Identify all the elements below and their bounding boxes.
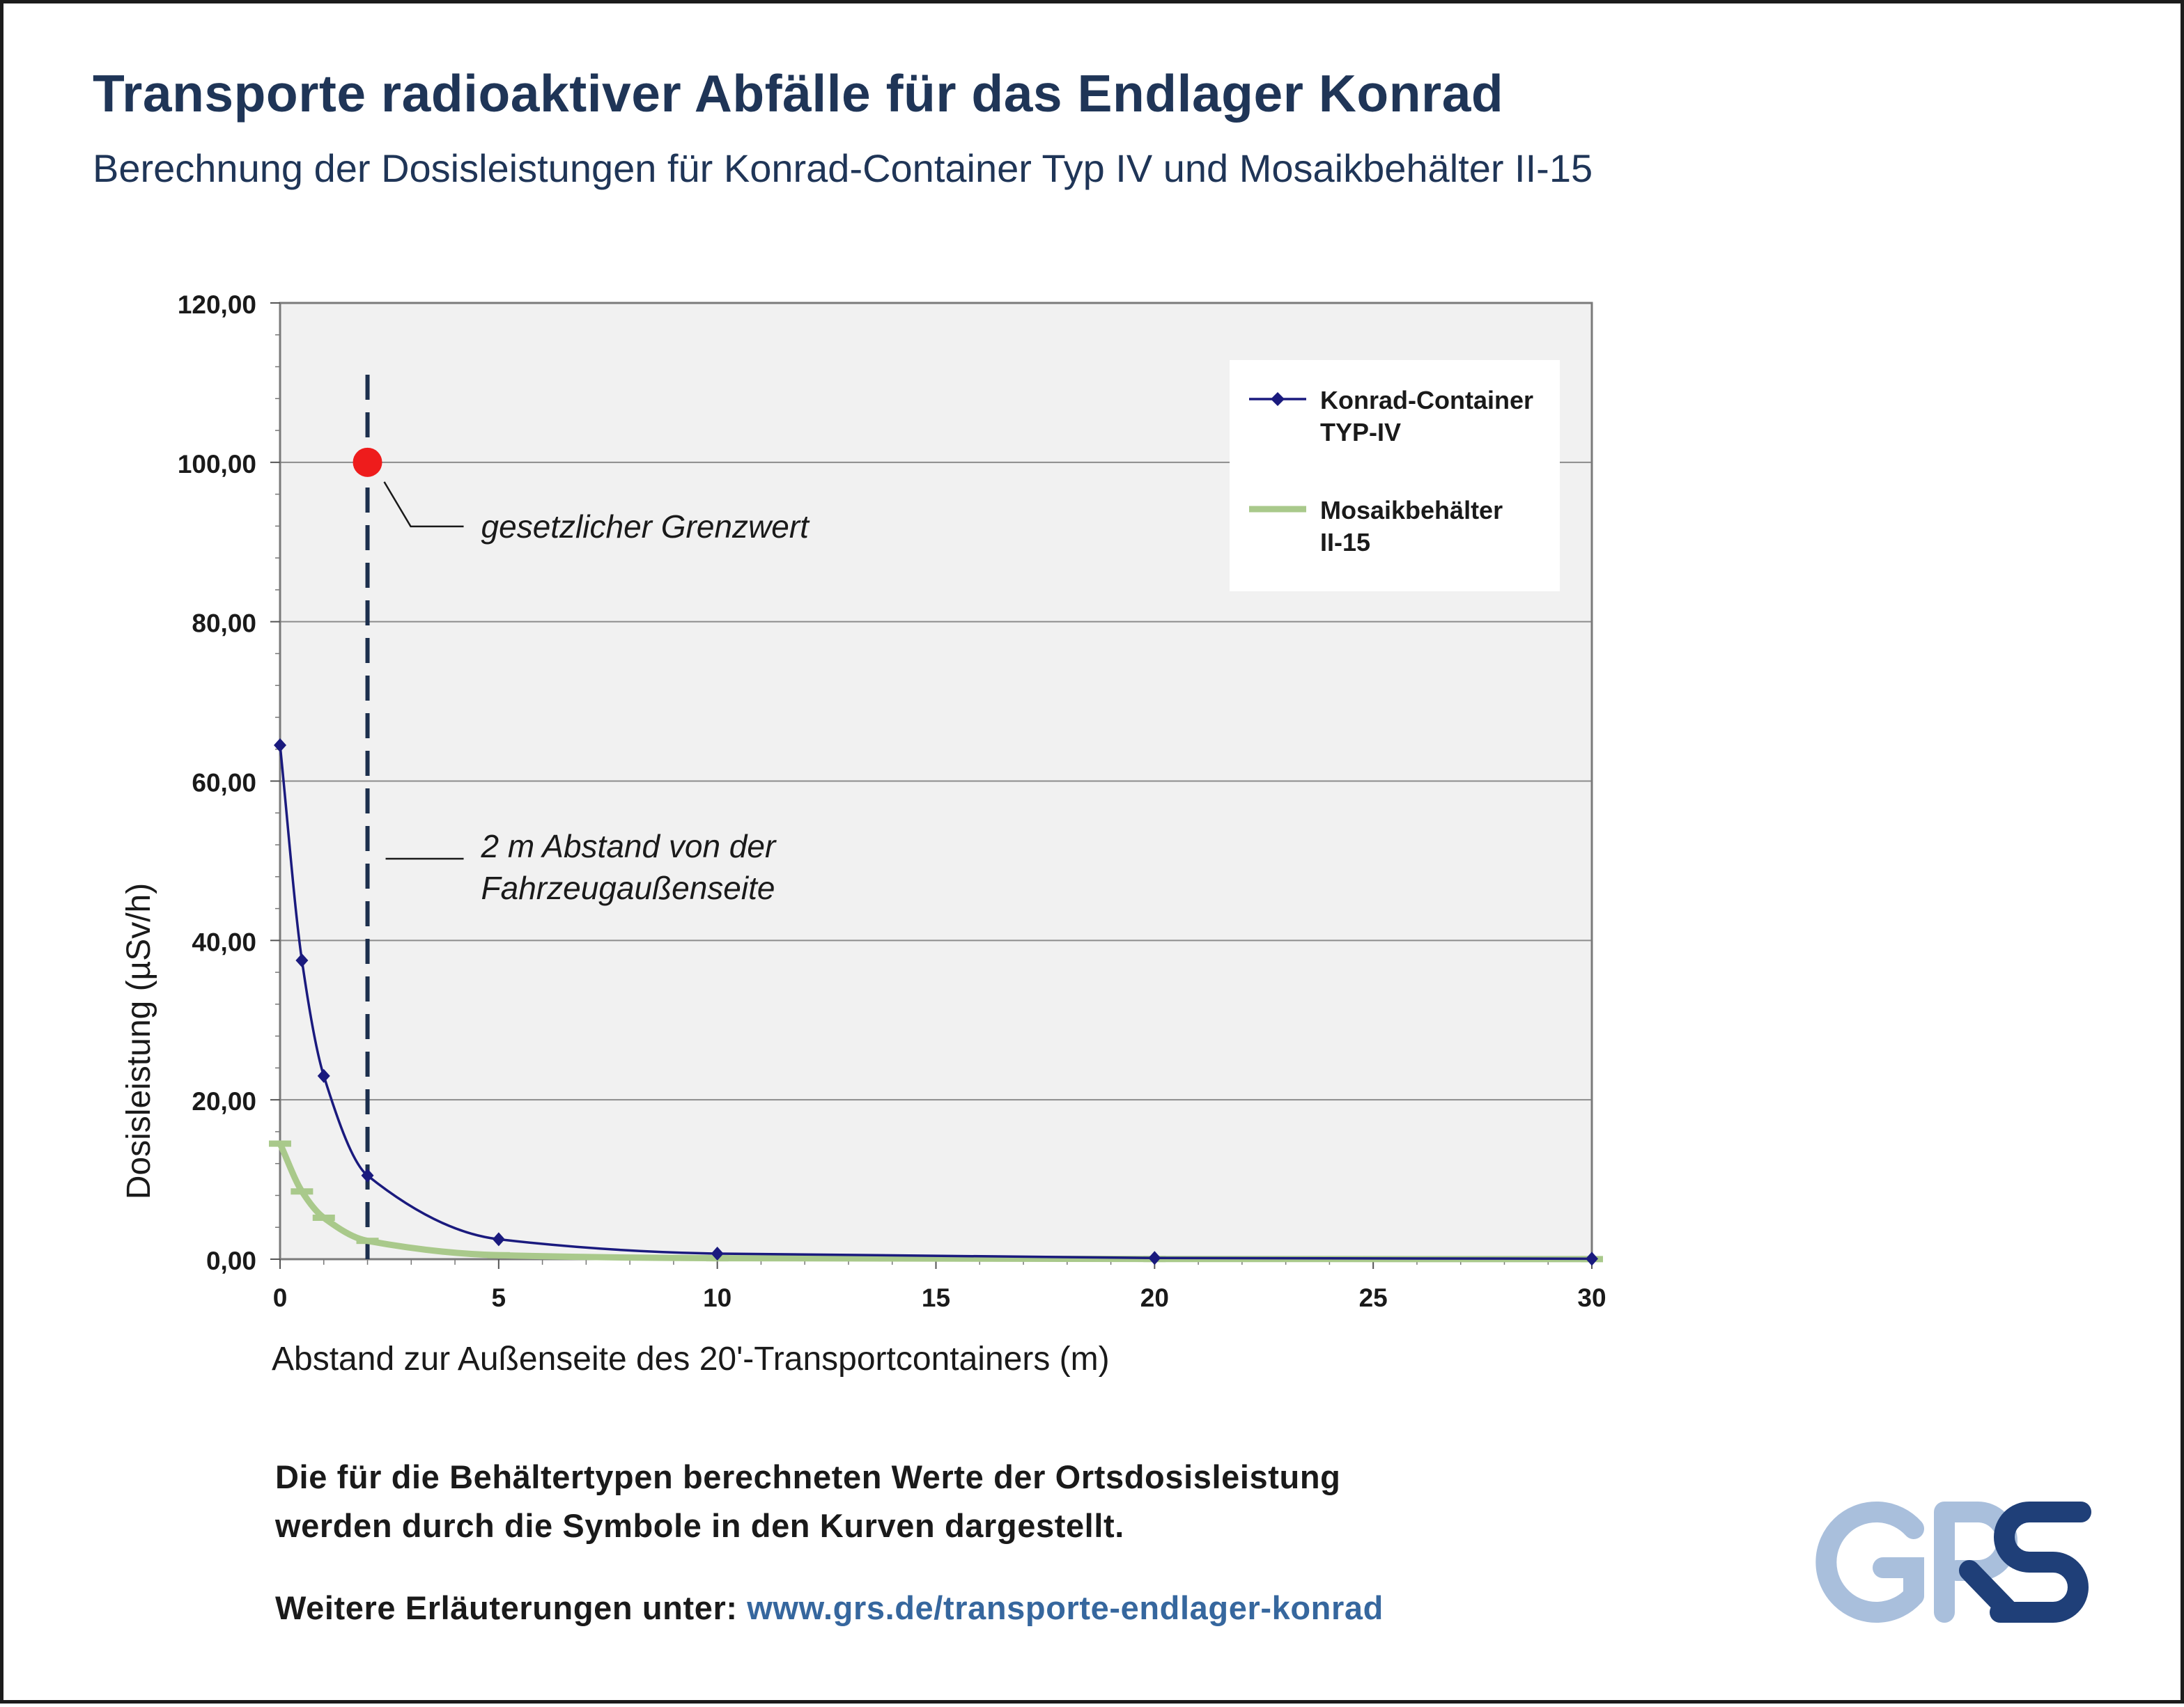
konrad-point: [274, 738, 286, 753]
legend-konrad-label-2: TYP-IV: [1320, 418, 1401, 446]
konrad-point: [1586, 1252, 1598, 1266]
legend-mosaik-label-2: II-15: [1320, 528, 1370, 556]
x-tick-label-3: 15: [922, 1284, 950, 1312]
reference-annotations: gesetzlicher Grenzwert 2 m Abstand von d…: [365, 374, 811, 1259]
x-tick-label-2: 10: [703, 1284, 731, 1312]
footer-more-link[interactable]: www.grs.de/transporte-endlager-konrad: [747, 1589, 1384, 1626]
legend-konrad-marker: [1271, 392, 1285, 406]
x-tick-label-1: 5: [492, 1284, 506, 1312]
distance-label-line-1: 2 m Abstand von der: [481, 828, 777, 864]
x-tick-label-6: 30: [1577, 1284, 1606, 1312]
y-tick-label-2: 40,00: [192, 928, 256, 956]
limit-leader-line: [383, 481, 464, 528]
mosaik-point: [356, 1238, 379, 1245]
x-tick-label-5: 25: [1359, 1284, 1388, 1312]
dose-rate-chart: 0,00 20,00 40,00 60,00 80,00 100,00 120,00 0 5 1…: [121, 290, 1606, 1378]
y-axis-label: Dosisleistung (µSv/h): [121, 883, 157, 1199]
x-tick-label-0: 0: [273, 1284, 288, 1312]
y-tick-label-1: 20,00: [192, 1087, 256, 1116]
limit-label: gesetzlicher Grenzwert: [481, 508, 811, 545]
y-tick-label-4: 80,00: [192, 609, 256, 638]
konrad-point: [492, 1232, 505, 1247]
page-subtitle: Berechnung der Dosisleistungen für Konra…: [93, 146, 1593, 190]
logo-g-bar: [1873, 1557, 1924, 1606]
grs-logo: [1815, 1502, 2091, 1623]
footer-note-line-1: Die für die Behältertypen berechneten We…: [275, 1458, 1341, 1495]
logo-letter-g: [1815, 1502, 1924, 1623]
footer-note-line-2: werden durch die Symbole in den Kurven d…: [275, 1507, 1124, 1544]
distance-label-line-2: Fahrzeugaußenseite: [481, 870, 775, 906]
logo-letter-s: [1990, 1502, 2091, 1623]
konrad-point: [361, 1168, 374, 1183]
mosaik-point: [312, 1215, 335, 1222]
y-tick-label-3: 60,00: [192, 769, 256, 797]
logo-s-curve: [1990, 1502, 2091, 1623]
y-tick-label-6: 120,00: [178, 290, 256, 319]
mosaik-point: [487, 1252, 510, 1258]
x-axis-ticks: 0 5 10 15 20 25 30: [273, 1259, 1606, 1312]
series-line-0: [279, 744, 1593, 1261]
legend: Konrad-Container TYP-IV Mosaikbehälter I…: [1230, 360, 1560, 591]
footer-more-info: Weitere Erläuterungen unter: www.grs.de/…: [275, 1589, 1384, 1627]
legend-konrad-label-1: Konrad-Container: [1320, 386, 1533, 414]
mosaik-point: [269, 1140, 291, 1147]
konrad-point: [295, 953, 309, 967]
konrad-point: [1148, 1251, 1161, 1265]
y-tick-label-5: 100,00: [178, 450, 256, 478]
mosaik-point: [291, 1188, 313, 1195]
y-tick-label-0: 0,00: [206, 1247, 256, 1275]
x-tick-label-4: 20: [1140, 1284, 1169, 1312]
konrad-point: [317, 1068, 330, 1083]
legend-mosaik-label-1: Mosaikbehälter: [1320, 496, 1503, 524]
limit-marker: [353, 447, 382, 477]
x-axis-label: Abstand zur Außenseite des 20'-Transport…: [272, 1341, 1110, 1378]
page-title: Transporte radioaktiver Abfälle für das …: [93, 64, 1504, 123]
footer-more-prefix: Weitere Erläuterungen unter:: [275, 1589, 748, 1626]
series-layer: [269, 738, 1603, 1266]
y-axis-ticks: 0,00 20,00 40,00 60,00 80,00 100,00 120,00: [178, 290, 280, 1275]
logo-g-arc: [1815, 1502, 1924, 1623]
